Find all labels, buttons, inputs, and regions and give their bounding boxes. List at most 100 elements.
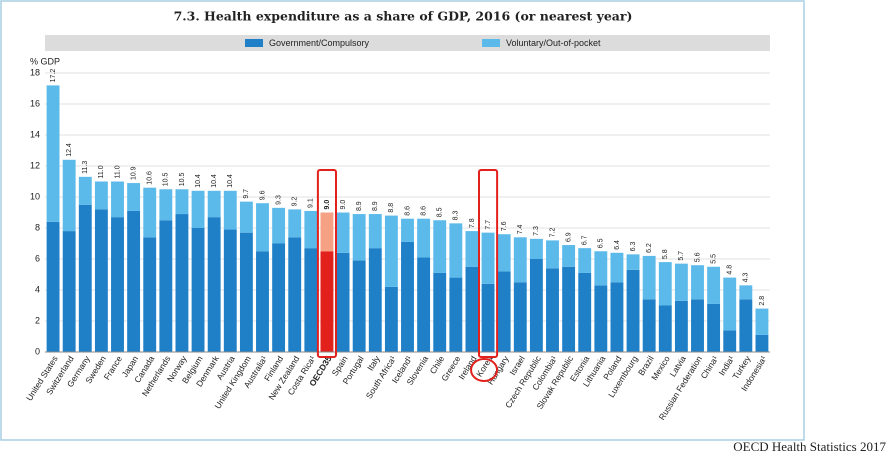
bar-segment	[707, 266, 721, 304]
bar-segment	[610, 252, 624, 283]
bar-segment	[239, 232, 253, 352]
bar-segment	[223, 190, 237, 230]
bar-segment	[288, 209, 302, 238]
bar-segment	[288, 237, 302, 352]
total-label: 10.5	[163, 173, 170, 187]
bar-segment	[78, 204, 92, 352]
frame	[0, 0, 805, 441]
bar-segment	[336, 252, 350, 352]
total-label: 4.8	[727, 265, 734, 275]
bar-segment	[433, 272, 447, 352]
bar-segment	[94, 209, 108, 352]
bar-segment	[159, 189, 173, 221]
highlight-box	[316, 169, 337, 358]
bar-segment	[62, 159, 76, 232]
total-label: 7.4	[517, 224, 524, 234]
bar-segment	[626, 269, 640, 352]
bar-segment	[272, 207, 286, 244]
bar-segment	[368, 214, 382, 249]
bar-segment	[127, 183, 141, 211]
bar-segment	[642, 255, 656, 300]
bar-segment	[658, 305, 672, 352]
bar-segment	[546, 240, 559, 269]
total-label: 6.9	[565, 232, 572, 242]
bar-segment	[223, 229, 237, 352]
bar-segment	[481, 283, 495, 352]
bar-segment	[691, 299, 704, 352]
total-label: 7.2	[549, 228, 556, 238]
bar-segment	[755, 334, 769, 352]
total-label: 9.0	[324, 200, 331, 210]
bar-segment	[111, 181, 124, 218]
legend-label: Voluntary/Out-of-pocket	[506, 38, 601, 48]
bar-segment	[594, 251, 608, 286]
y-tick-label: 18	[30, 67, 40, 77]
y-tick-label: 4	[35, 284, 40, 294]
bar-segment	[417, 218, 431, 258]
bar-segment	[336, 212, 350, 253]
bar-segment	[449, 277, 463, 352]
bar-segment	[368, 248, 382, 352]
bar-segment	[707, 303, 721, 352]
total-label: 4.3	[743, 273, 750, 283]
bar-segment	[46, 85, 60, 222]
bar-segment	[674, 300, 688, 352]
bar-segment	[562, 245, 576, 267]
bar-segment	[401, 241, 414, 352]
bar-segment	[320, 251, 334, 352]
total-label: 5.5	[710, 254, 717, 264]
bar-segment	[207, 190, 221, 218]
bar-segment	[304, 210, 318, 249]
y-tick-label: 14	[30, 129, 40, 139]
total-label: 9.7	[243, 189, 250, 199]
bar-segment	[175, 214, 189, 352]
bar-segment	[384, 286, 398, 352]
bar-segment	[384, 215, 398, 287]
total-label: 12.4	[66, 143, 73, 157]
bar-segment	[191, 228, 205, 352]
bar-segment	[562, 266, 576, 352]
bar-segment	[513, 282, 527, 352]
source: OECD Health Statistics 2017	[733, 439, 886, 454]
bar-segment	[449, 223, 463, 278]
total-label: 17.2	[50, 69, 57, 83]
bar-segment	[94, 181, 108, 210]
legend-band	[45, 35, 770, 51]
bar-segment	[46, 221, 60, 352]
bar-segment	[755, 308, 769, 335]
bar-segment	[578, 272, 592, 352]
bar-segment	[256, 203, 269, 252]
total-label: 5.8	[662, 249, 669, 259]
y-tick-label: 12	[30, 160, 40, 170]
bar-segment	[465, 266, 479, 352]
total-label: 5.7	[678, 251, 685, 261]
bar-segment	[320, 212, 334, 252]
total-label: 8.3	[453, 211, 460, 221]
bar-segment	[78, 176, 92, 205]
bar-segment	[352, 214, 366, 261]
y-tick-label: 10	[30, 191, 40, 201]
bar-segment	[497, 271, 511, 352]
total-label: 8.8	[388, 203, 395, 213]
total-label: 7.6	[501, 221, 508, 231]
total-label: 10.9	[130, 166, 137, 180]
bar-segment	[739, 285, 753, 300]
total-label: 9.2	[292, 197, 299, 207]
bar-segment	[207, 217, 221, 352]
bar-segment	[594, 285, 608, 352]
total-label: 8.5	[437, 207, 444, 217]
bar-segment	[642, 299, 656, 352]
bar-segment	[578, 248, 592, 273]
total-label: 9.3	[275, 195, 282, 205]
bar-segment	[62, 231, 76, 352]
bar-segment	[546, 268, 559, 352]
bar-segment	[272, 243, 286, 352]
total-label: 10.5	[179, 173, 186, 187]
bar-segment	[417, 257, 431, 352]
y-tick-label: 8	[35, 222, 40, 232]
chart-title: 7.3. Health expenditure as a share of GD…	[174, 9, 633, 24]
total-label: 7.7	[485, 220, 492, 230]
bar-segment	[723, 277, 737, 331]
legend-swatch	[245, 39, 263, 47]
